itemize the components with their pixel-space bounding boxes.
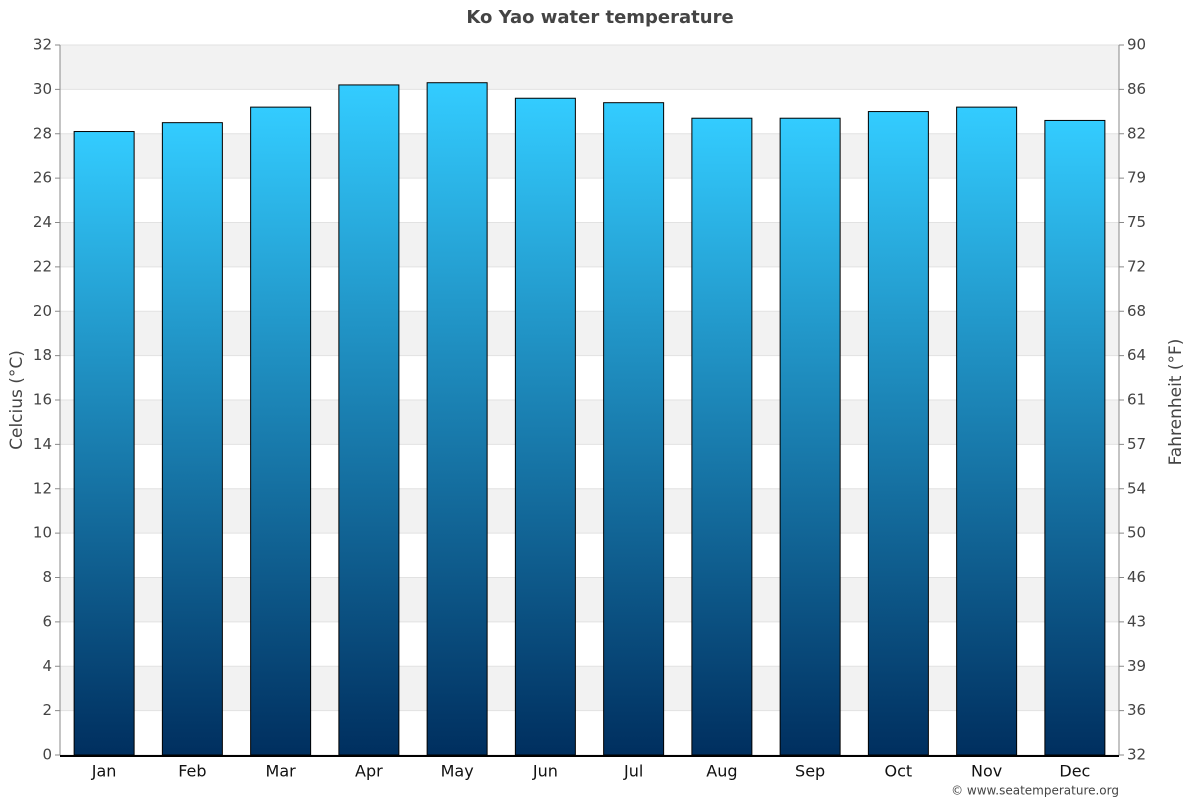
bar [867,111,929,756]
y-tick-label: 6 [42,612,52,630]
y-tick-label: 24 [33,213,52,231]
grid-band [60,45,1119,90]
bar [250,106,312,756]
x-tick-label: Apr [355,762,383,781]
grid-band [60,311,1119,356]
bar [956,106,1018,756]
x-tick-label: Jul [623,762,643,781]
y2-tick-label: 79 [1127,169,1146,187]
y2-tick-label: 72 [1127,257,1146,275]
y-tick-label: 8 [42,568,52,586]
y2-tick-label: 68 [1127,302,1146,320]
grid-band [60,577,1119,622]
grid-band [60,488,1119,534]
y-tick-label: 18 [33,346,52,364]
plot-background [60,44,1119,756]
grid-band [60,400,1119,445]
grid-band [60,666,1119,711]
x-tick-label: Oct [885,762,913,781]
y2-tick-label: 46 [1127,568,1146,586]
bar [779,117,841,756]
bar [426,82,488,756]
chart-title: Ko Yao water temperature [466,7,733,28]
y2-tick-label: 43 [1127,612,1146,630]
y-tick-label: 2 [42,701,52,719]
x-tick-label: Mar [266,762,297,781]
y2-tick-label: 90 [1127,36,1146,54]
bar [1044,119,1106,756]
y-tick-label: 28 [33,124,52,142]
y2-tick-label: 32 [1127,746,1146,764]
y-tick-label: 30 [33,80,52,98]
x-tick-label: May [441,762,474,781]
y-tick-label: 14 [33,435,52,453]
x-tick-label: Nov [971,762,1002,781]
y-tick-label: 10 [33,524,52,542]
y2-tick-label: 57 [1127,435,1146,453]
y-tick-label: 22 [33,257,52,275]
x-tick-label: Jan [91,762,117,781]
y2-tick-label: 36 [1127,701,1146,719]
y-tick-label: 32 [33,36,52,54]
y2-tick-label: 61 [1127,391,1146,409]
y-tick-label: 0 [42,746,52,764]
bar [514,97,576,756]
y2-tick-label: 39 [1127,657,1146,675]
x-tick-label: Feb [178,762,206,781]
y2-axis-label: Fahrenheit (°F) [1166,339,1186,466]
y-tick-label: 26 [33,169,52,187]
y2-tick-label: 82 [1127,124,1146,142]
x-tick-label: Sep [795,762,825,781]
y2-tick-label: 75 [1127,213,1146,231]
y2-tick-label: 64 [1127,346,1146,364]
y-tick-label: 4 [42,657,52,675]
x-tick-label: Aug [706,762,737,781]
y-tick-label: 12 [33,479,52,497]
x-tick-label: Jun [532,762,558,781]
credit: © www.seatemperature.org [951,784,1119,798]
y2-tick-label: 50 [1127,524,1146,542]
grid-band [60,133,1119,179]
bar [338,84,400,756]
bar [73,131,135,756]
grid-band [60,222,1119,267]
y2-tick-label: 86 [1127,80,1146,98]
x-tick-label: Dec [1059,762,1090,781]
y-tick-label: 16 [33,391,52,409]
y-axis-label: Celcius (°C) [7,350,27,450]
y2-tick-label: 54 [1127,479,1146,497]
bar [161,122,223,756]
y-tick-label: 20 [33,302,52,320]
bar [691,117,753,756]
bar [603,102,665,756]
